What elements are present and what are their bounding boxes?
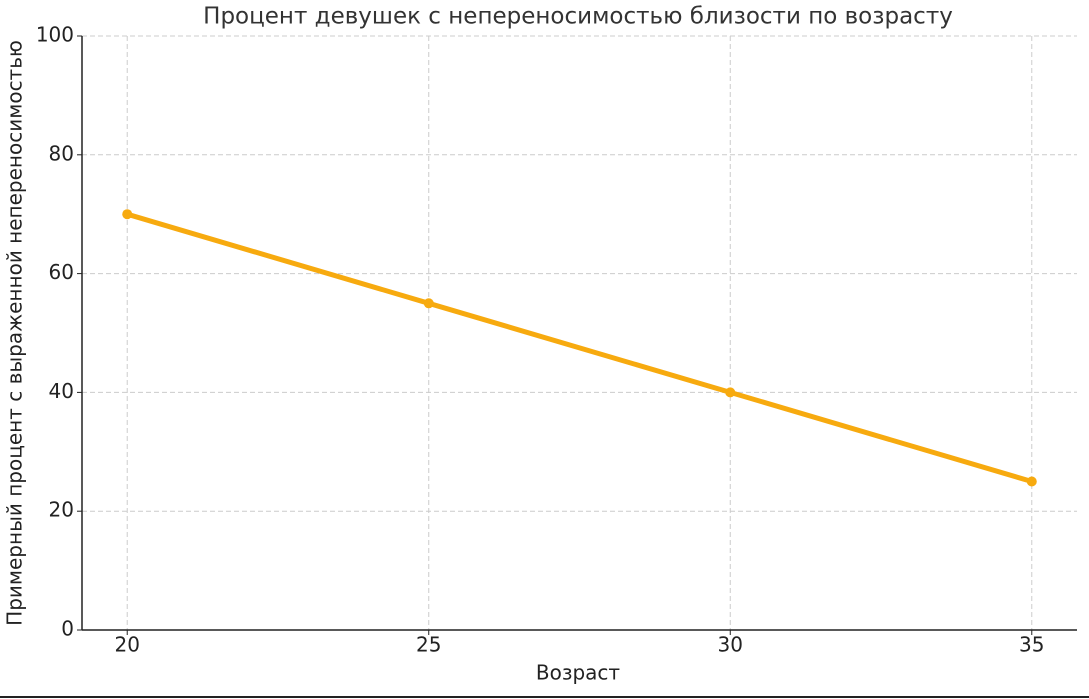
data-point [423,298,434,309]
y-tick-label: 0 [61,617,74,641]
x-tick-label: 30 [718,633,743,657]
y-tick-label: 80 [49,141,74,165]
data-point [725,387,736,398]
y-tick-label: 100 [36,23,74,47]
x-tick-label: 25 [416,633,441,657]
data-point [122,209,133,220]
y-tick-label: 40 [49,379,74,403]
data-point [1026,476,1037,487]
x-tick-label: 35 [1019,633,1044,657]
y-tick-label: 20 [49,498,74,522]
data-line [126,211,1033,484]
y-tick-label: 60 [49,260,74,284]
chart-title: Процент девушек с непереносимостью близо… [203,4,953,30]
x-axis-label: Возраст [536,661,621,685]
x-tick-label: 20 [115,633,140,657]
y-axis-label: Примерный процент с выраженной неперенос… [3,40,27,626]
